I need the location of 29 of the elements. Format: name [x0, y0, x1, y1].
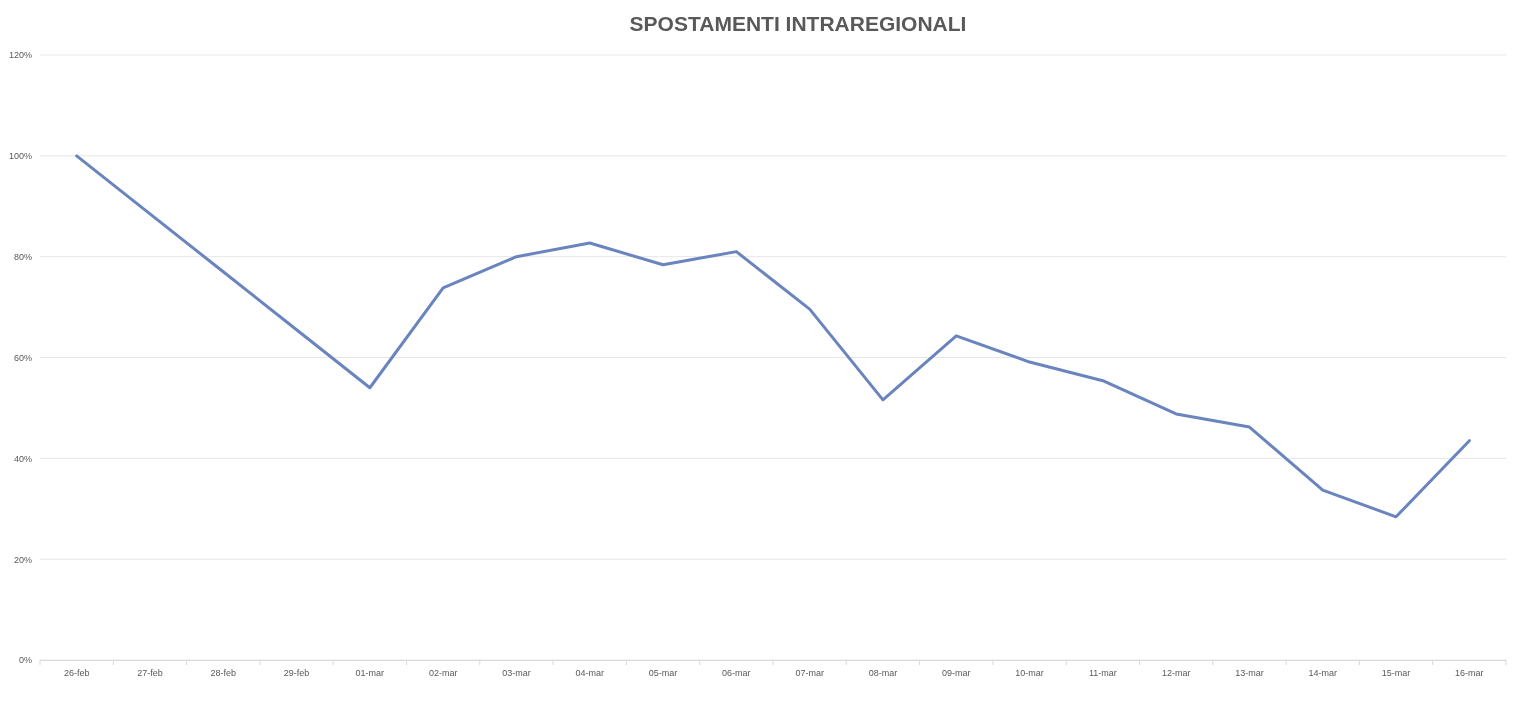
x-tick-label: 29-feb	[283, 668, 310, 679]
x-tick-label: 05-mar	[648, 668, 678, 679]
y-tick-label: 100%	[8, 151, 32, 162]
x-tick-label: 06-mar	[722, 668, 751, 679]
x-tick-label: 14-mar	[1308, 668, 1338, 679]
x-tick-label: 11-mar	[1088, 668, 1117, 679]
y-tick-label: 120%	[8, 50, 32, 61]
x-tick-label: 03-mar	[502, 668, 531, 679]
x-tick-label: 09-mar	[941, 668, 971, 679]
y-tick-label: 40%	[13, 453, 32, 464]
y-tick-label: 20%	[13, 554, 32, 565]
y-tick-label: 0%	[18, 655, 32, 666]
x-tick-label: 15-mar	[1381, 668, 1411, 679]
x-tick-label: 08-mar	[868, 668, 898, 679]
x-tick-label: 12-mar	[1161, 668, 1191, 679]
x-tick-label: 02-mar	[428, 668, 458, 679]
chart-title: SPOSTAMENTI INTRAREGIONALI	[629, 12, 967, 35]
x-tick-label: 27-feb	[137, 668, 163, 679]
x-tick-label: 26-feb	[63, 668, 90, 679]
x-tick-label: 01-mar	[355, 668, 385, 679]
x-tick-label: 13-mar	[1235, 668, 1264, 679]
x-tick-label: 16-mar	[1455, 668, 1484, 679]
y-tick-label: 60%	[13, 352, 32, 363]
x-tick-label: 07-mar	[795, 668, 824, 679]
x-tick-label: 04-mar	[575, 668, 605, 679]
line-series	[75, 154, 1471, 519]
x-tick-label: 10-mar	[1015, 668, 1044, 679]
y-tick-label: 80%	[13, 252, 32, 263]
x-tick-label: 28-feb	[210, 668, 237, 679]
